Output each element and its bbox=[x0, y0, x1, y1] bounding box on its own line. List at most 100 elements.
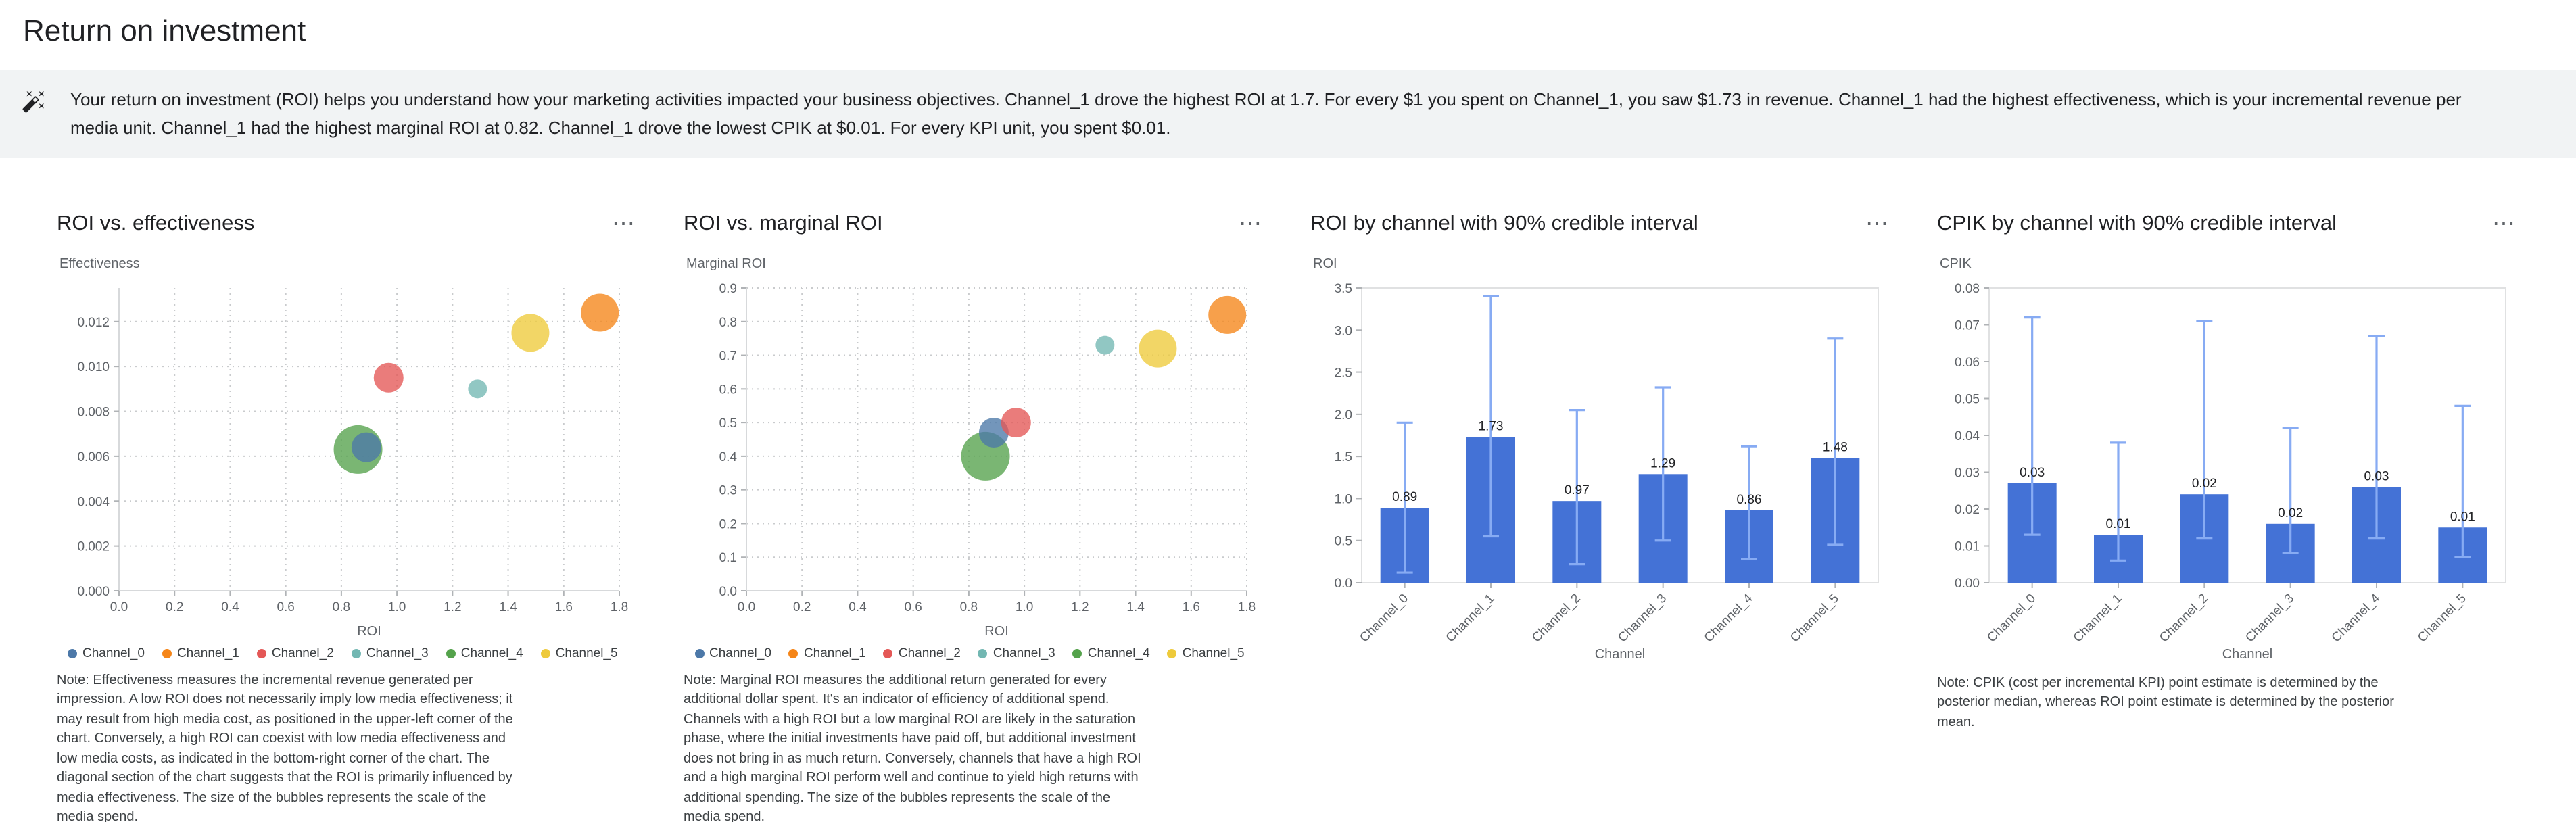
bubble-Channel_3[interactable] bbox=[1095, 335, 1114, 354]
page-title: Return on investment bbox=[23, 14, 306, 47]
legend-label: Channel_4 bbox=[1087, 646, 1150, 661]
card-header: ROI vs. marginal ROI ⋯ bbox=[684, 212, 1266, 244]
x-tick-label: 0.2 bbox=[166, 600, 183, 614]
legend-item: Channel_3 bbox=[351, 646, 429, 661]
more-options-icon[interactable]: ⋯ bbox=[2489, 212, 2519, 235]
chart-title: ROI by channel with 90% credible interva… bbox=[1310, 212, 1698, 235]
legend-item: Channel_4 bbox=[446, 646, 523, 660]
more-options-icon[interactable]: ⋯ bbox=[1236, 212, 1266, 235]
legend-label: Channel_5 bbox=[1182, 646, 1245, 661]
chart-note: Note: CPIK (cost per incremental KPI) po… bbox=[1937, 675, 2394, 730]
x-tick-label: 0.4 bbox=[221, 600, 239, 614]
y-tick-label: 0.4 bbox=[719, 450, 737, 464]
x-tick-label: 1.0 bbox=[388, 600, 406, 614]
y-tick-label: 3.5 bbox=[1335, 281, 1352, 295]
cpik-by-channel-chart[interactable]: 0.00 0.01 0.02 0.03 0.04 0.05 0.06 0.07 0.08 0.03… bbox=[1937, 274, 2519, 666]
bar-value-label: 0.89 bbox=[1392, 489, 1417, 504]
x-tick-label: Channel_3 bbox=[1615, 591, 1669, 645]
legend-label: Channel_1 bbox=[803, 646, 866, 661]
y-tick-label: 0.006 bbox=[77, 450, 110, 464]
plot-border bbox=[1361, 287, 1879, 583]
chart-card-roi-vs-marginal-roi: ROI vs. marginal ROI ⋯ Marginal ROI 0.0 0… bbox=[684, 212, 1266, 822]
chart-note: Note: Effectiveness measures the increme… bbox=[57, 673, 513, 822]
chart-legend: Channel_0 Channel_1 Channel_2 Channel_3 Chan… bbox=[68, 646, 639, 660]
bar-value-label: 0.02 bbox=[2191, 477, 2216, 491]
x-tick-label: 1.2 bbox=[1070, 600, 1088, 614]
x-tick-label: 1.2 bbox=[444, 600, 461, 614]
y-tick-label: 0.0 bbox=[1335, 576, 1352, 590]
legend-dot-icon bbox=[883, 648, 893, 658]
y-tick-label: 0.010 bbox=[77, 360, 110, 374]
more-options-icon[interactable]: ⋯ bbox=[609, 212, 639, 235]
bubble-Channel_3[interactable] bbox=[468, 379, 487, 398]
legend-item: Channel_5 bbox=[540, 646, 618, 660]
chart-legend: Channel_0 Channel_1 Channel_2 Channel_3 Chan… bbox=[694, 646, 1266, 660]
legend-label: Channel_3 bbox=[993, 646, 1055, 661]
legend-item: Channel_0 bbox=[694, 646, 771, 660]
legend-item: Channel_3 bbox=[978, 646, 1055, 660]
legend-item: Channel_4 bbox=[1072, 646, 1150, 661]
legend-label: Channel_0 bbox=[709, 646, 771, 661]
y-tick-label: 0.04 bbox=[1954, 429, 1979, 443]
legend-item: Channel_5 bbox=[1167, 646, 1245, 661]
bar-value-label: 0.01 bbox=[2450, 510, 2475, 524]
bubble-Channel_0[interactable] bbox=[351, 431, 381, 462]
bar-value-label: 1.29 bbox=[1650, 456, 1675, 470]
x-axis-title: ROI bbox=[984, 623, 1008, 638]
bubble-Channel_2[interactable] bbox=[1000, 407, 1030, 437]
legend-dot-icon bbox=[1167, 648, 1177, 658]
x-tick-label: 1.4 bbox=[1126, 600, 1144, 614]
y-axis-title: Effectiveness bbox=[59, 256, 140, 272]
y-tick-label: 2.0 bbox=[1335, 408, 1352, 422]
x-tick-label: Channel_5 bbox=[2414, 591, 2468, 645]
bar-value-label: 0.97 bbox=[1565, 483, 1590, 498]
y-tick-label: 3.0 bbox=[1335, 324, 1352, 338]
y-tick-label: 0.08 bbox=[1954, 281, 1979, 295]
bubble-Channel_1[interactable] bbox=[1208, 295, 1246, 334]
y-tick-label: 0.000 bbox=[77, 584, 110, 598]
charts-row: ROI vs. effectiveness ⋯ Effectiveness 0.… bbox=[57, 212, 2519, 822]
y-tick-label: 0.004 bbox=[77, 495, 110, 509]
y-tick-label: 0.2 bbox=[719, 517, 736, 531]
bubble-Channel_0[interactable] bbox=[978, 417, 1008, 448]
y-tick-label: 0.1 bbox=[719, 551, 736, 565]
card-header: CPIK by channel with 90% credible interv… bbox=[1937, 212, 2519, 244]
y-axis-title: CPIK bbox=[1940, 256, 1972, 272]
bubble-Channel_5[interactable] bbox=[1138, 329, 1176, 367]
card-header: ROI by channel with 90% credible interva… bbox=[1310, 212, 1892, 244]
insights-wand-icon-svg bbox=[22, 91, 44, 114]
y-tick-label: 0.7 bbox=[719, 349, 736, 363]
x-tick-label: Channel_0 bbox=[1357, 591, 1411, 645]
legend-item: Channel_2 bbox=[256, 646, 334, 660]
x-tick-label: Channel_1 bbox=[1444, 591, 1498, 645]
roi-vs-effectiveness-chart[interactable]: 0.0 0.2 0.4 0.6 0.8 1.0 1.2 1.4 1.6 1.8 0.000 0.002… bbox=[57, 274, 638, 642]
legend-dot-icon bbox=[351, 648, 361, 658]
legend-dot-icon bbox=[540, 648, 550, 658]
bubble-Channel_2[interactable] bbox=[373, 362, 404, 393]
legend-dot-icon bbox=[68, 648, 77, 658]
legend-label: Channel_2 bbox=[898, 646, 961, 661]
roi-vs-marginal-roi-chart[interactable]: 0.0 0.2 0.4 0.6 0.8 1.0 1.2 1.4 1.6 1.8 0.0 0.1 0.2 0… bbox=[684, 274, 1265, 642]
legend-dot-icon bbox=[694, 648, 704, 658]
x-tick-label: 0.6 bbox=[903, 600, 921, 614]
legend-dot-icon bbox=[256, 648, 266, 658]
bubble-Channel_5[interactable] bbox=[511, 313, 550, 352]
chart-note: Note: Marginal ROI measures the addition… bbox=[684, 673, 1141, 822]
legend-label: Channel_3 bbox=[366, 646, 429, 661]
y-tick-label: 0.008 bbox=[77, 405, 110, 419]
chart-card-cpik-by-channel: CPIK by channel with 90% credible interv… bbox=[1937, 212, 2519, 822]
bar-value-label: 0.03 bbox=[2364, 469, 2389, 483]
x-tick-label: 1.4 bbox=[499, 600, 517, 614]
y-tick-label: 0.07 bbox=[1954, 318, 1979, 333]
x-tick-label: 1.6 bbox=[1182, 600, 1199, 614]
x-axis-title: Channel bbox=[2222, 646, 2272, 661]
x-tick-label: 0.6 bbox=[277, 600, 294, 614]
bubble-Channel_1[interactable] bbox=[581, 293, 619, 331]
x-tick-label: Channel_4 bbox=[1702, 591, 1756, 645]
more-options-icon[interactable]: ⋯ bbox=[1863, 212, 1892, 235]
legend-item: Channel_1 bbox=[788, 646, 866, 661]
roi-by-channel-chart[interactable]: 0.0 0.5 1.0 1.5 2.0 2.5 3.0 3.5 0.89 Channel_0 1.7… bbox=[1310, 274, 1892, 666]
x-tick-label: Channel_1 bbox=[2070, 591, 2124, 645]
legend-dot-icon bbox=[788, 648, 798, 658]
y-tick-label: 0.3 bbox=[719, 483, 736, 498]
